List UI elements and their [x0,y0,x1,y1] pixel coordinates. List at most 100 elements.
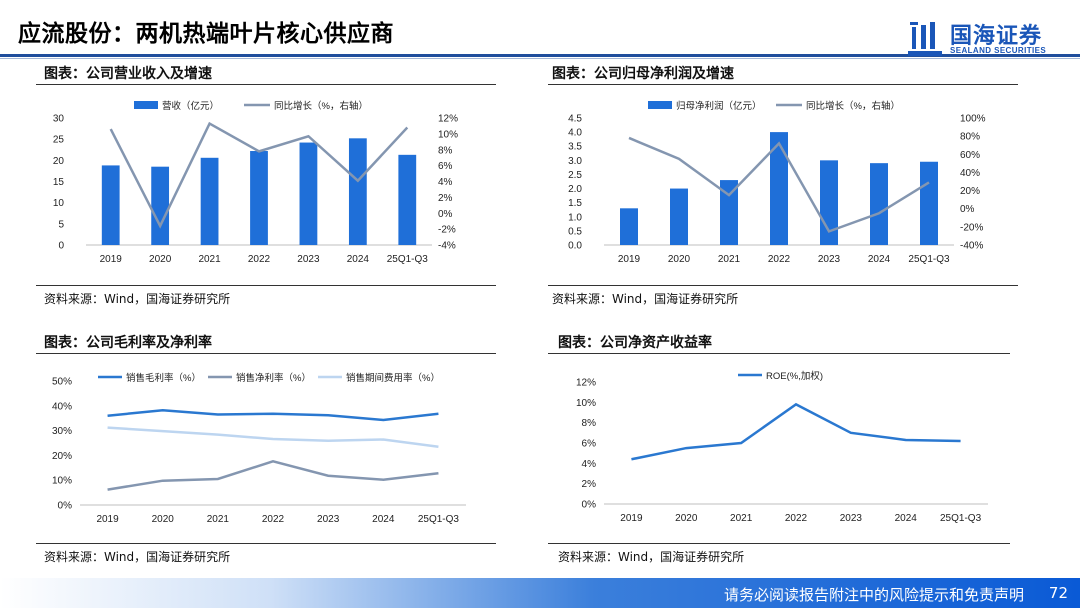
margin-legend-label: 销售毛利率（%） [126,372,201,384]
roe-xtick: 2019 [620,513,643,524]
roe-ytick: 0% [582,500,597,511]
revenue-title-rule [36,84,496,85]
profit-ytick-left: 1.0 [568,212,582,223]
revenue-ytick-right: 12% [438,114,458,125]
revenue-ytick-left: 30 [53,114,65,125]
brand-logo: 国海证券 SEALAND SECURITIES [908,18,1068,62]
footer-disclaimer: 请务必阅读报告附注中的风险提示和免责声明 [723,586,1024,604]
revenue-ytick-right: -2% [438,225,456,236]
revenue-ytick-right: -4% [438,241,456,252]
profit-ytick-right: 0% [960,204,975,215]
revenue-legend-bar-label: 营收（亿元） [162,100,219,112]
revenue-legend-bar-swatch [134,101,158,109]
profit-xtick: 2022 [768,254,791,265]
revenue-ytick-right: 6% [438,161,453,172]
margin-ytick: 10% [52,476,72,487]
roe-series-line [631,402,961,461]
margin-xtick: 2020 [152,514,175,525]
profit-source: 资料来源：Wind，国海证券研究所 [552,292,739,306]
revenue-bar [348,138,367,245]
profit-ytick-right: 40% [960,168,980,179]
revenue-ytick-right: 10% [438,129,458,140]
page-title: 应流股份：两机热端叶片核心供应商 [18,21,394,47]
profit-ytick-left: 3.5 [568,142,582,153]
margin-legend-label: 销售期间费用率（%） [346,372,440,384]
profit-xtick: 25Q1-Q3 [908,254,950,265]
margin-source-rule [36,543,496,544]
revenue-xtick: 2020 [149,254,172,265]
roe-ytick: 10% [576,398,596,409]
margin-xtick: 2019 [96,514,119,525]
profit-ytick-right: 60% [960,150,980,161]
roe-ytick: 2% [582,479,597,490]
roe-source: 资料来源：Wind，国海证券研究所 [558,550,745,564]
revenue-legend-line-label: 同比增长（%，右轴） [274,100,368,112]
margin-xtick: 25Q1-Q3 [418,514,460,525]
margin-chart: 0% 10% 20% 30% 40% 50% 2019 2020 2021 2022 2023 202… [52,372,466,525]
revenue-bar [299,142,318,245]
revenue-source-rule [36,285,496,286]
margin-legend-label: 销售净利率（%） [236,372,311,384]
profit-ytick-right: -20% [960,222,983,233]
roe-xtick: 2021 [730,513,753,524]
margin-series-line [107,426,439,448]
profit-ytick-left: 4.5 [568,114,582,125]
profit-ytick-left: 4.0 [568,128,582,139]
profit-ytick-right: -40% [960,241,983,252]
margin-panel-title: 图表：公司毛利率及净利率 [44,335,212,351]
logo-name: 国海证券 [950,24,1043,49]
profit-source-rule [548,285,1018,286]
title-divider [0,54,1080,57]
profit-bar [770,132,788,245]
revenue-ytick-left: 10 [53,198,65,209]
margin-source: 资料来源：Wind，国海证券研究所 [44,550,231,564]
profit-ytick-left: 0.5 [568,226,582,237]
revenue-xtick: 2021 [198,254,221,265]
profit-xtick: 2023 [818,254,841,265]
margin-ytick: 30% [52,426,72,437]
profit-ytick-right: 20% [960,186,980,197]
profit-xtick: 2024 [868,254,891,265]
margin-ytick: 40% [52,401,72,412]
profit-legend-bar-label: 归母净利润（亿元） [676,100,762,112]
profit-ytick-left: 3.0 [568,156,582,167]
margin-xtick: 2021 [207,514,230,525]
title-divider-thin [0,58,1080,59]
footer-bar: 请务必阅读报告附注中的风险提示和免责声明 72 [0,578,1080,608]
roe-xtick: 2020 [675,513,698,524]
revenue-bar [151,166,170,245]
roe-xtick: 2023 [840,513,863,524]
revenue-ytick-left: 0 [58,241,64,252]
revenue-bar [101,165,120,245]
profit-legend-line-label: 同比增长（%，右轴） [806,100,900,112]
profit-bar [920,161,938,245]
revenue-ytick-left: 25 [53,135,65,146]
profit-xtick: 2019 [618,254,641,265]
profit-growth-line [628,136,930,233]
revenue-ytick-right: 2% [438,193,453,204]
profit-bar [620,208,638,245]
profit-title-rule [548,84,1018,85]
logo-mark-icon [908,22,942,56]
profit-ytick-right: 80% [960,132,980,143]
revenue-xtick: 2019 [100,254,123,265]
margin-xtick: 2023 [317,514,340,525]
roe-title-rule [548,353,1010,354]
roe-panel-title: 图表：公司净资产收益率 [558,335,712,351]
profit-ytick-left: 1.5 [568,198,582,209]
roe-xtick: 2024 [895,513,918,524]
profit-chart: 0.0 0.5 1.0 1.5 2.0 2.5 3.0 3.5 4.0 4.5 -40% -20% 0%… [568,100,986,265]
profit-ytick-left: 0.0 [568,241,582,252]
revenue-ytick-left: 15 [53,177,65,188]
roe-xtick: 2022 [785,513,808,524]
profit-ytick-left: 2.0 [568,184,582,195]
revenue-xtick: 2022 [248,254,271,265]
revenue-source: 资料来源：Wind，国海证券研究所 [44,292,231,306]
margin-series-line [107,409,439,422]
roe-source-rule [548,543,1010,544]
revenue-ytick-left: 5 [58,219,64,230]
roe-chart: 0% 2% 4% 6% 8% 10% 12% 2019 2020 2021 2022 2023 2024… [576,370,988,524]
revenue-bar [250,151,268,245]
revenue-chart: 0 5 10 15 20 25 30 -4% -2% 0% 2% 4% 6% 8% 10% 12% 2019 20… [53,100,458,265]
revenue-xtick: 25Q1-Q3 [387,254,429,265]
